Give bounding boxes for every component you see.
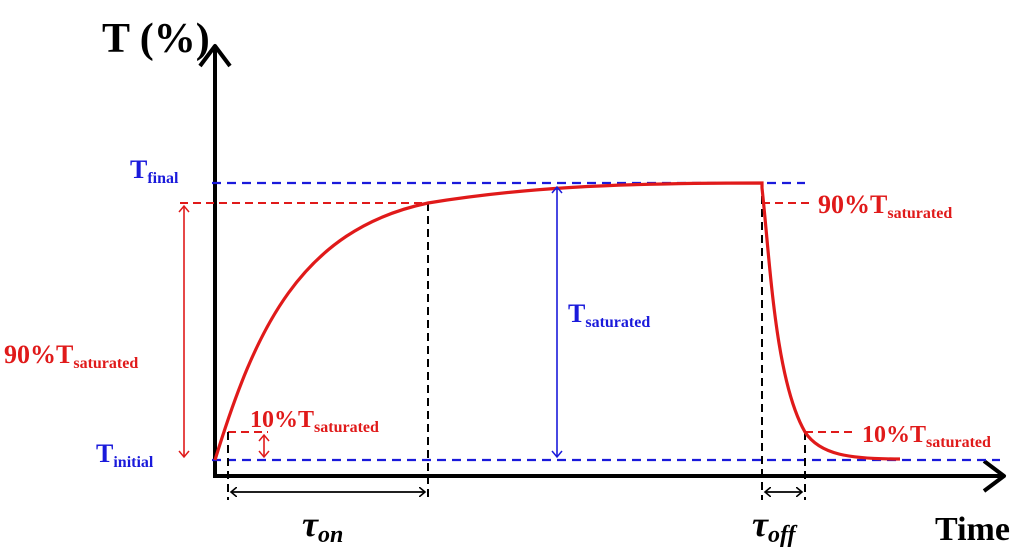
rise-small-label: 10%Tsaturated bbox=[250, 407, 379, 436]
left-span-label: 90%Tsaturated bbox=[4, 340, 138, 372]
tau-off-sub: off bbox=[768, 522, 798, 548]
t-initial-label: Tinitial bbox=[96, 439, 154, 471]
x-axis-label: Time bbox=[935, 511, 1010, 548]
t-final-main: T bbox=[130, 155, 147, 184]
fall-bottom-sub: saturated bbox=[926, 434, 991, 451]
tau-off-main: τ bbox=[752, 504, 769, 544]
saturated-span-main: T bbox=[568, 299, 585, 328]
axes bbox=[198, 44, 1006, 493]
t-final-label: Tfinal bbox=[130, 155, 179, 187]
rise-small-main: 10%T bbox=[250, 407, 314, 433]
x-axis-arrowhead bbox=[982, 459, 1006, 493]
rise-small-sub: saturated bbox=[314, 419, 379, 436]
t-final-sub: final bbox=[147, 170, 179, 187]
fall-bottom-label: 10%Tsaturated bbox=[862, 422, 991, 451]
y-axis-label: T (%) bbox=[102, 16, 210, 62]
response-curve bbox=[213, 181, 901, 461]
tau-on-sub: on bbox=[318, 522, 343, 548]
tau-on-label: τon bbox=[302, 504, 343, 548]
saturated-span-label: Tsaturated bbox=[568, 299, 650, 331]
tau-on-main: τ bbox=[302, 504, 319, 544]
tau-off-label: τoff bbox=[752, 504, 798, 548]
fall-bottom-main: 10%T bbox=[862, 422, 926, 448]
left-span-sub: saturated bbox=[73, 355, 138, 372]
saturated-span-sub: saturated bbox=[585, 314, 650, 331]
fall-top-main: 90%T bbox=[818, 190, 887, 219]
y-axis-arrowhead bbox=[198, 44, 232, 68]
fall-top-sub: saturated bbox=[887, 205, 952, 222]
t-initial-sub: initial bbox=[113, 454, 154, 471]
fall-top-label: 90%Tsaturated bbox=[818, 190, 952, 222]
left-span-main: 90%T bbox=[4, 340, 73, 369]
t-initial-main: T bbox=[96, 439, 113, 468]
